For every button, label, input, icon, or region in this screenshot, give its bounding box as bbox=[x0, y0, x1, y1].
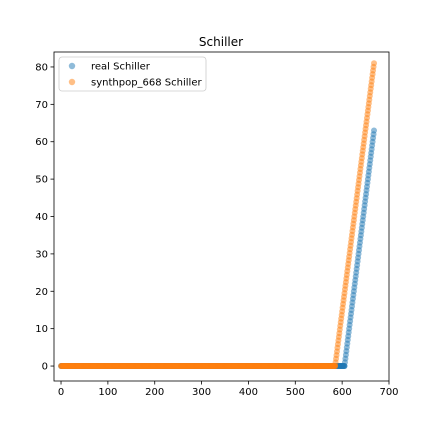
y-tick-label: 30 bbox=[35, 249, 48, 260]
x-tick-label: 300 bbox=[192, 387, 211, 398]
series-synthpop bbox=[58, 60, 378, 370]
chart-title: Schiller bbox=[199, 35, 243, 49]
plot-area bbox=[58, 60, 378, 370]
x-tick-label: 100 bbox=[98, 387, 117, 398]
y-tick-label: 40 bbox=[35, 212, 48, 223]
legend-marker bbox=[68, 62, 76, 70]
x-tick-label: 400 bbox=[239, 387, 258, 398]
y-tick-label: 20 bbox=[35, 287, 48, 298]
y-tick-label: 0 bbox=[42, 362, 48, 373]
x-axis: 0 100 200 300 400 500 600 700 bbox=[58, 381, 399, 398]
y-tick-label: 50 bbox=[35, 175, 48, 186]
legend: real Schiller synthpop_668 Schiller bbox=[58, 56, 207, 92]
x-tick-label: 500 bbox=[286, 387, 305, 398]
data-point bbox=[371, 127, 378, 134]
y-tick-label: 70 bbox=[35, 100, 48, 111]
y-tick-label: 10 bbox=[35, 324, 48, 335]
data-point bbox=[371, 60, 378, 67]
legend-label: real Schiller bbox=[91, 62, 151, 73]
y-tick-label: 80 bbox=[35, 62, 48, 73]
y-tick-label: 60 bbox=[35, 137, 48, 148]
legend-box bbox=[58, 56, 207, 92]
legend-label: synthpop_668 Schiller bbox=[91, 78, 202, 89]
plot-frame bbox=[53, 51, 390, 382]
x-tick-label: 200 bbox=[145, 387, 164, 398]
x-tick-label: 600 bbox=[333, 387, 352, 398]
legend-marker bbox=[68, 78, 76, 86]
y-axis: 0 10 20 30 40 50 60 70 80 bbox=[35, 62, 54, 373]
x-tick-label: 0 bbox=[58, 387, 64, 398]
series-real bbox=[58, 127, 378, 370]
x-tick-label: 700 bbox=[379, 387, 398, 398]
